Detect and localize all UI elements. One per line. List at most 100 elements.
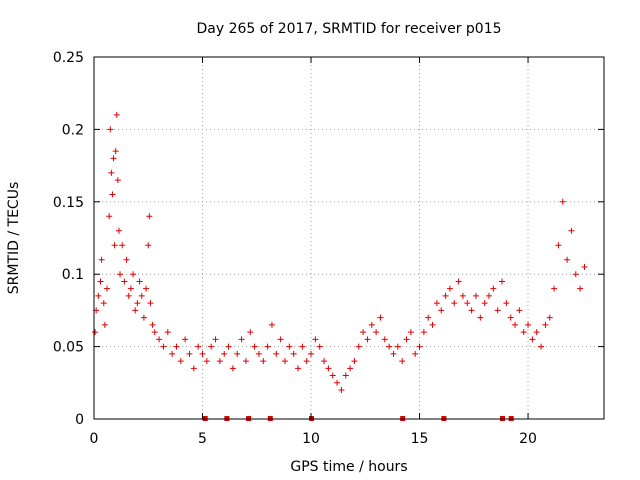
data-point bbox=[538, 343, 545, 350]
data-point bbox=[472, 292, 479, 299]
data-point bbox=[98, 256, 105, 263]
data-point bbox=[303, 358, 310, 365]
data-point bbox=[577, 285, 584, 292]
data-point bbox=[92, 329, 99, 336]
data-point bbox=[140, 314, 147, 321]
data-point bbox=[95, 292, 102, 299]
data-point bbox=[355, 343, 362, 350]
data-point bbox=[208, 343, 215, 350]
data-point bbox=[182, 336, 189, 343]
data-point bbox=[364, 336, 371, 343]
data-point bbox=[190, 365, 197, 372]
data-point bbox=[132, 307, 139, 314]
y-tick-label: 0.15 bbox=[53, 195, 84, 211]
data-point bbox=[308, 350, 315, 357]
data-point bbox=[568, 227, 575, 234]
data-point bbox=[412, 350, 419, 357]
data-point bbox=[273, 350, 280, 357]
data-point bbox=[464, 300, 471, 307]
data-point bbox=[429, 321, 436, 328]
data-point bbox=[286, 343, 293, 350]
data-point bbox=[499, 278, 505, 285]
data-point bbox=[107, 126, 114, 133]
data-point bbox=[221, 350, 228, 357]
data-point bbox=[442, 292, 449, 299]
data-point bbox=[156, 336, 163, 343]
y-tick-label: 0.1 bbox=[62, 267, 84, 283]
data-point bbox=[173, 343, 180, 350]
data-point bbox=[110, 155, 117, 162]
data-point bbox=[225, 343, 232, 350]
data-point bbox=[229, 365, 236, 372]
data-point bbox=[127, 285, 134, 292]
data-point bbox=[136, 278, 143, 285]
data-point bbox=[114, 177, 121, 184]
data-point bbox=[459, 292, 466, 299]
data-point bbox=[451, 300, 458, 307]
data-point bbox=[564, 256, 571, 263]
data-point bbox=[238, 336, 245, 343]
data-point bbox=[130, 271, 137, 278]
data-point bbox=[368, 321, 375, 328]
data-point bbox=[113, 111, 120, 118]
data-point bbox=[529, 336, 536, 343]
data-point bbox=[101, 321, 108, 328]
data-point bbox=[386, 343, 393, 350]
data-point bbox=[485, 292, 492, 299]
data-point bbox=[177, 358, 184, 365]
data-point bbox=[117, 271, 124, 278]
data-point bbox=[338, 387, 345, 394]
y-tick-label: 0.25 bbox=[53, 50, 84, 66]
data-point bbox=[146, 213, 153, 220]
data-point bbox=[342, 372, 349, 379]
x-tick-label: 0 bbox=[90, 431, 99, 447]
data-point bbox=[533, 329, 540, 336]
data-point bbox=[555, 242, 562, 249]
data-point bbox=[360, 329, 367, 336]
data-point bbox=[299, 343, 306, 350]
x-tick-label: 5 bbox=[198, 431, 207, 447]
x-tick-label: 20 bbox=[519, 431, 537, 447]
data-point bbox=[260, 358, 267, 365]
data-point bbox=[572, 271, 579, 278]
data-point bbox=[525, 321, 532, 328]
data-point bbox=[425, 314, 432, 321]
axes: 0 5 10 15 20 0 0.05 0.1 0.15 0.2 0.25 bbox=[53, 50, 604, 447]
data-point bbox=[481, 300, 488, 307]
data-point bbox=[149, 321, 156, 328]
data-point bbox=[403, 336, 410, 343]
plot-frame bbox=[93, 56, 605, 420]
data-point bbox=[516, 307, 523, 314]
data-point bbox=[264, 343, 271, 350]
chart-title: Day 265 of 2017, SRMTID for receiver p01… bbox=[196, 21, 501, 37]
data-point bbox=[347, 365, 354, 372]
data-point bbox=[351, 358, 358, 365]
data-point bbox=[290, 350, 297, 357]
data-point bbox=[268, 321, 275, 328]
data-point bbox=[321, 358, 328, 365]
data-point bbox=[438, 307, 445, 314]
data-point bbox=[334, 379, 341, 386]
y-axis-label: SRMTID / TECUs bbox=[6, 182, 22, 295]
data-point bbox=[581, 263, 588, 270]
data-points bbox=[92, 111, 588, 394]
data-point bbox=[295, 365, 301, 372]
data-point bbox=[494, 307, 501, 314]
data-point bbox=[277, 336, 284, 343]
data-point bbox=[234, 350, 241, 357]
data-point bbox=[109, 191, 116, 198]
data-point bbox=[100, 300, 107, 307]
data-point bbox=[559, 198, 566, 205]
data-point bbox=[399, 358, 406, 365]
data-point bbox=[138, 292, 145, 299]
data-point bbox=[216, 358, 223, 365]
data-point bbox=[106, 213, 113, 220]
data-point bbox=[143, 285, 150, 292]
data-point bbox=[455, 278, 462, 285]
data-point bbox=[542, 321, 549, 328]
data-point bbox=[507, 314, 514, 321]
data-point bbox=[112, 148, 119, 155]
data-point bbox=[169, 350, 176, 357]
data-point bbox=[477, 314, 484, 321]
data-point bbox=[546, 314, 553, 321]
